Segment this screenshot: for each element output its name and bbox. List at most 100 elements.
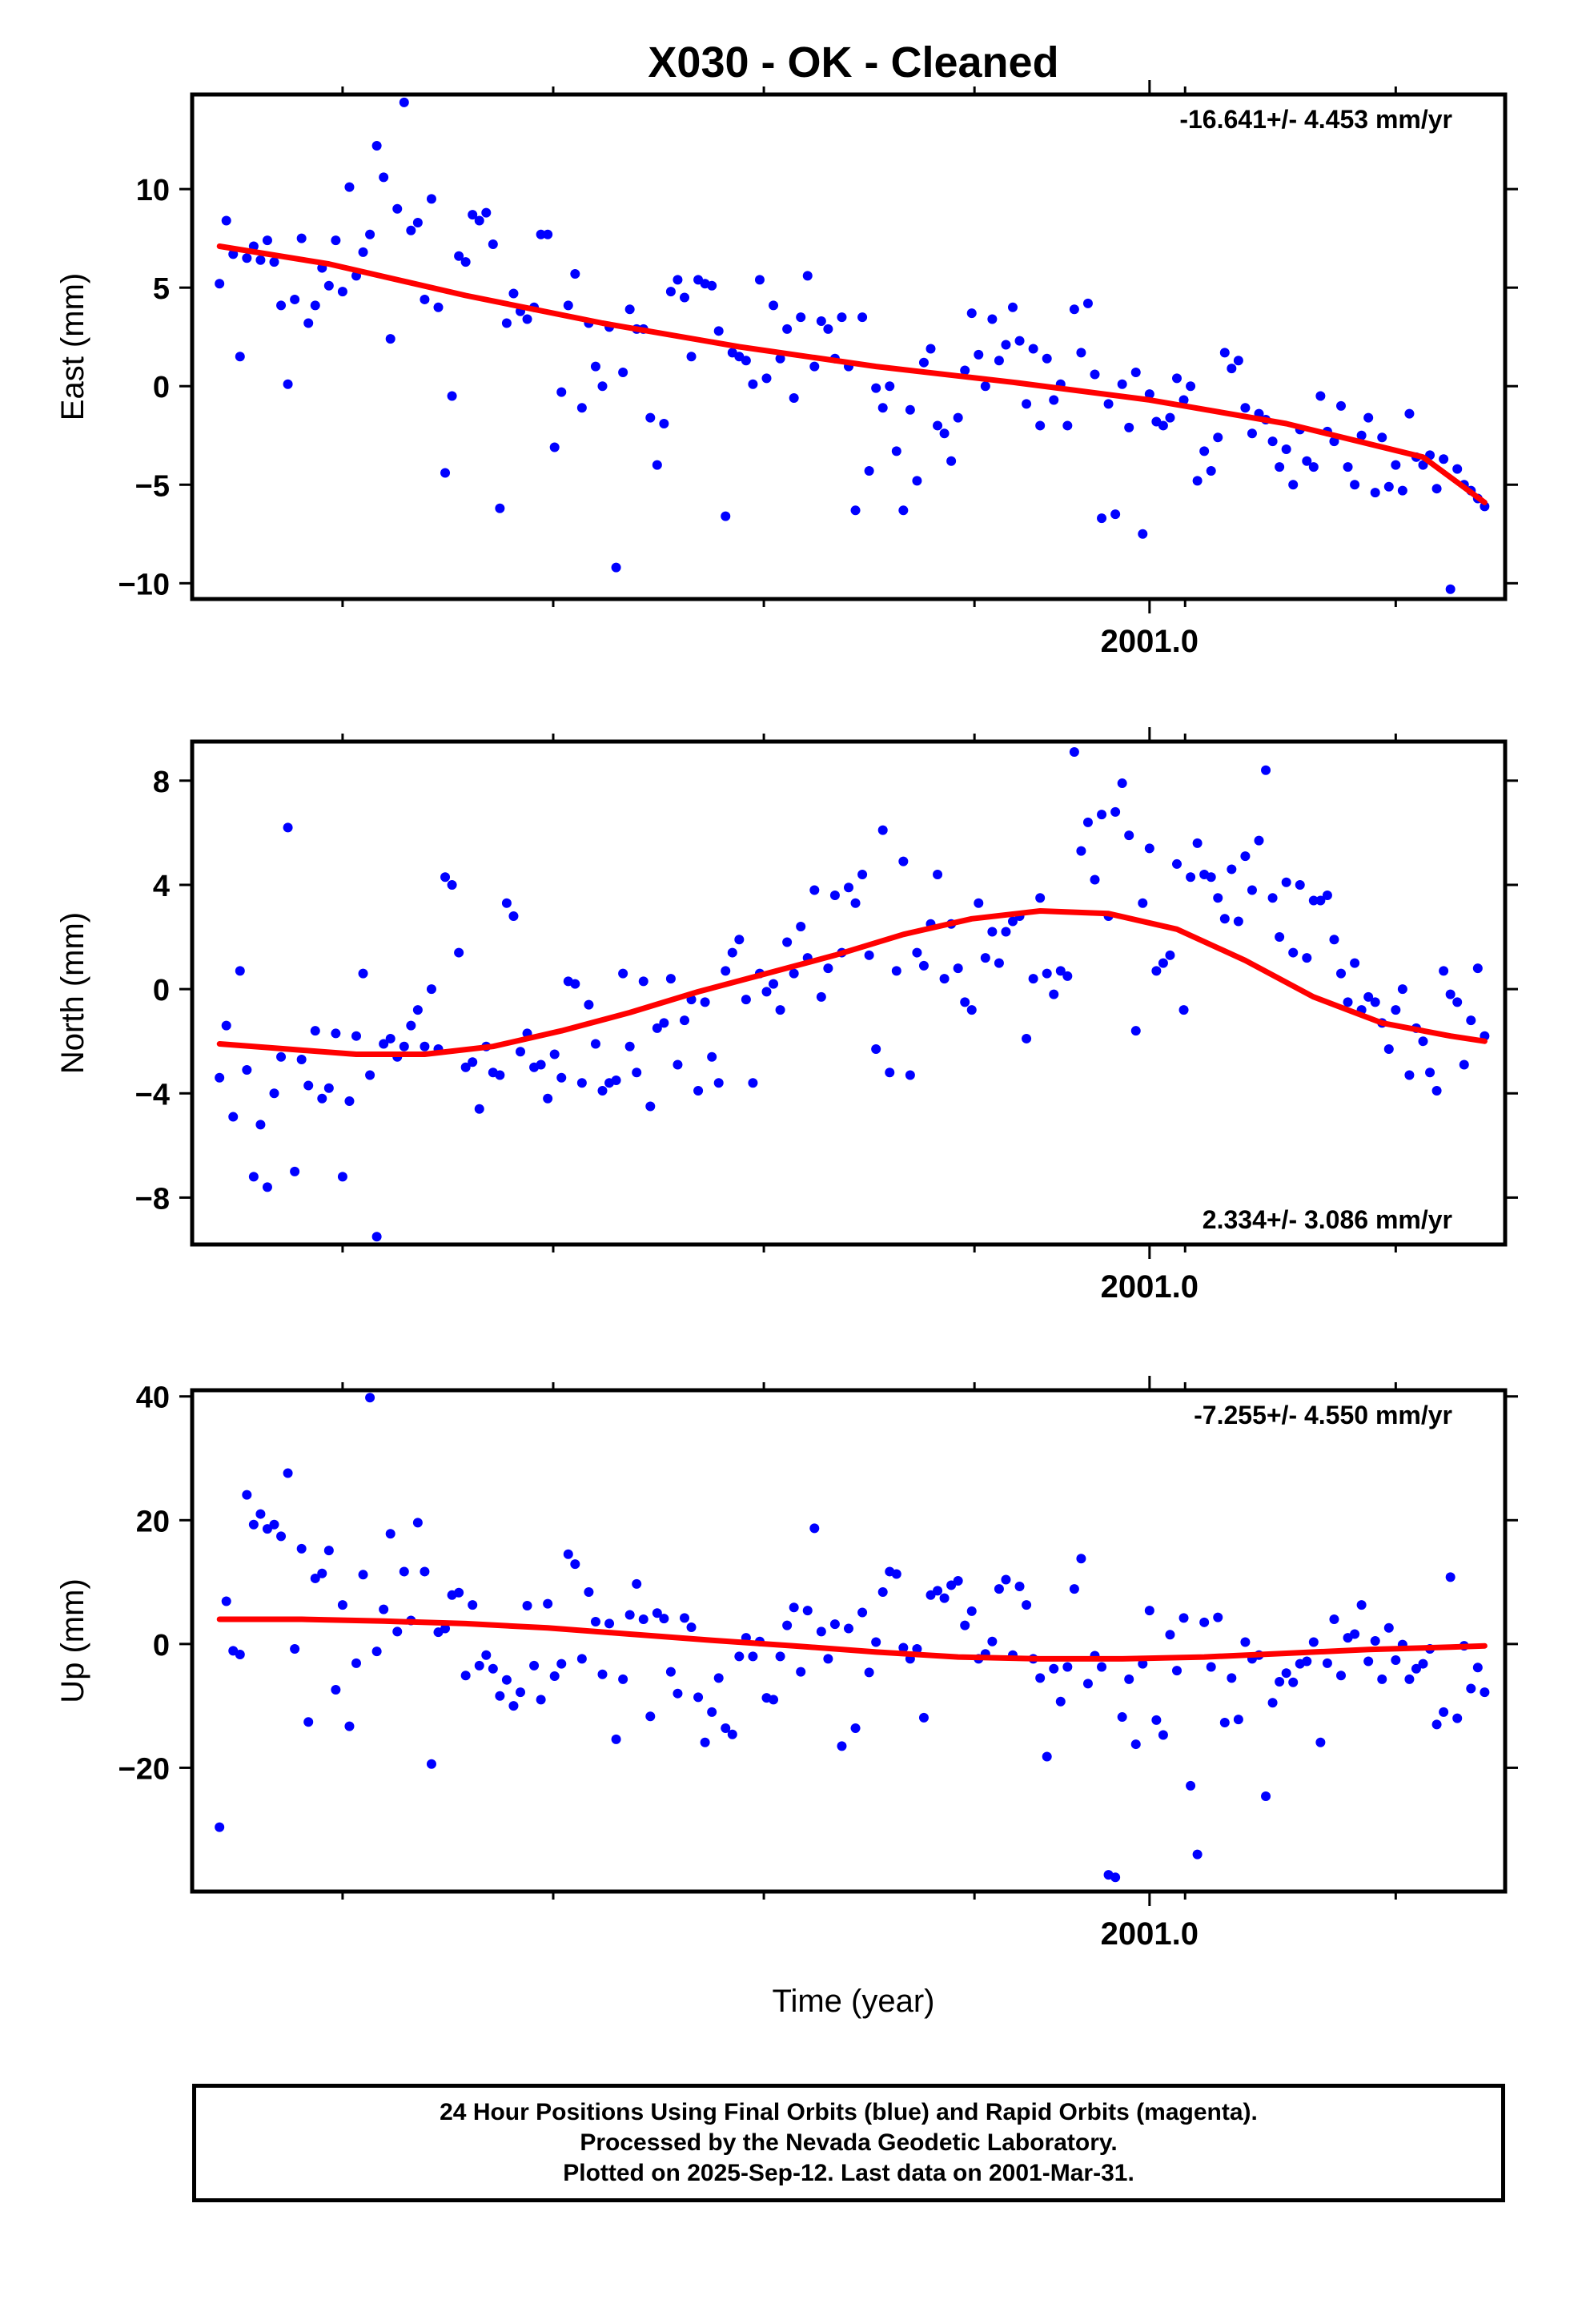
north-data-point xyxy=(1233,916,1243,927)
up-data-point xyxy=(255,1509,266,1519)
east-data-point xyxy=(645,412,656,423)
east-data-point xyxy=(823,324,833,334)
east-ytick-label: 5 xyxy=(153,272,170,306)
east-data-point xyxy=(1138,529,1148,539)
north-data-point xyxy=(611,1076,621,1086)
up-data-point xyxy=(590,1617,600,1627)
east-data-point xyxy=(837,312,847,323)
east-data-point xyxy=(1391,460,1401,470)
east-data-point xyxy=(994,356,1004,366)
east-data-point xyxy=(1130,367,1141,377)
east-data-point xyxy=(1178,395,1189,405)
up-data-point xyxy=(775,1651,785,1662)
north-data-point xyxy=(1158,958,1168,968)
north-data-point xyxy=(624,1041,635,1051)
north-data-point xyxy=(953,963,963,974)
east-data-point xyxy=(1082,298,1093,308)
up-data-point xyxy=(1022,1600,1032,1610)
up-data-point xyxy=(379,1604,389,1614)
north-data-point xyxy=(1069,747,1079,758)
east-data-point xyxy=(1097,513,1107,524)
north-data-point xyxy=(707,1051,717,1062)
north-data-point xyxy=(1472,963,1483,974)
east-data-point xyxy=(549,442,560,452)
up-model-curve xyxy=(216,1616,1488,1662)
east-data-point xyxy=(1062,420,1073,431)
up-data-point xyxy=(1472,1663,1483,1673)
up-data-point xyxy=(1110,1872,1121,1883)
up-data-point xyxy=(1042,1751,1052,1762)
up-data-point xyxy=(385,1529,396,1539)
north-data-point xyxy=(1076,846,1086,856)
up-data-point xyxy=(1035,1673,1046,1683)
up-data-point xyxy=(1076,1554,1086,1564)
east-data-point xyxy=(1192,476,1203,486)
up-data-point xyxy=(1466,1683,1476,1694)
up-data-point xyxy=(1322,1658,1332,1668)
east-data-point xyxy=(659,418,669,428)
up-data-point xyxy=(344,1721,355,1731)
north-data-point xyxy=(994,958,1004,968)
east-data-point xyxy=(960,365,970,376)
east-data-point xyxy=(1397,485,1407,496)
up-data-point xyxy=(1302,1656,1312,1667)
east-data-point xyxy=(399,97,409,107)
north-data-point xyxy=(426,984,436,995)
north-data-point xyxy=(829,890,840,900)
north-data-point xyxy=(303,1080,314,1091)
east-data-point xyxy=(939,428,950,439)
north-data-point xyxy=(789,968,799,979)
north-data-point xyxy=(235,966,245,976)
east-data-point xyxy=(337,287,347,297)
east-data-point xyxy=(563,300,573,311)
north-data-point xyxy=(1295,879,1305,890)
north-data-point xyxy=(1042,968,1052,979)
north-data-point xyxy=(1452,997,1463,1007)
up-frame xyxy=(190,1388,1508,1894)
figure-title: X030 - OK - Cleaned xyxy=(648,38,1058,86)
east-data-point xyxy=(412,217,423,227)
east-xtick-label: 2001.0 xyxy=(1101,624,1199,659)
up-data-point xyxy=(1480,1687,1490,1698)
north-data-point xyxy=(447,879,457,890)
east-data-point xyxy=(673,275,683,285)
north-data-point xyxy=(632,1068,642,1078)
north-data-point xyxy=(365,1070,375,1080)
up-data-point xyxy=(877,1586,888,1597)
east-data-point xyxy=(1445,584,1456,594)
north-data-point xyxy=(317,1093,327,1104)
east-data-point xyxy=(1302,456,1312,466)
north-data-point xyxy=(310,1026,320,1036)
up-data-point xyxy=(837,1741,847,1751)
up-data-point xyxy=(1206,1662,1216,1672)
north-data-point xyxy=(891,966,901,976)
north-data-point xyxy=(221,1020,231,1031)
east-model-curve xyxy=(216,243,1488,505)
up-data-point xyxy=(707,1707,717,1717)
up-data-point xyxy=(242,1490,252,1500)
up-data-point xyxy=(796,1667,806,1677)
north-data-point xyxy=(468,1057,478,1068)
up-data-point xyxy=(727,1729,737,1739)
east-data-point xyxy=(474,215,484,226)
up-data-point xyxy=(713,1673,724,1683)
north-data-point xyxy=(570,979,580,989)
east-data-point xyxy=(1383,481,1394,492)
east-data-point xyxy=(1199,446,1210,456)
east-data-point xyxy=(331,235,341,246)
north-data-point xyxy=(1261,765,1271,775)
north-data-point xyxy=(262,1182,272,1192)
north-data-point xyxy=(474,1104,484,1114)
east-data-point xyxy=(1090,369,1100,380)
east-data-point xyxy=(885,381,895,392)
up-data-point xyxy=(317,1568,327,1578)
up-data-point xyxy=(351,1658,361,1668)
north-data-point xyxy=(1240,851,1251,862)
east-ytick-label: −10 xyxy=(118,568,170,601)
up-data-point xyxy=(624,1610,635,1620)
up-ytick-label: 0 xyxy=(153,1629,170,1663)
up-data-point xyxy=(1082,1679,1093,1689)
up-data-point xyxy=(576,1654,587,1664)
north-data-point xyxy=(1206,872,1216,883)
east-data-point xyxy=(1288,480,1299,490)
